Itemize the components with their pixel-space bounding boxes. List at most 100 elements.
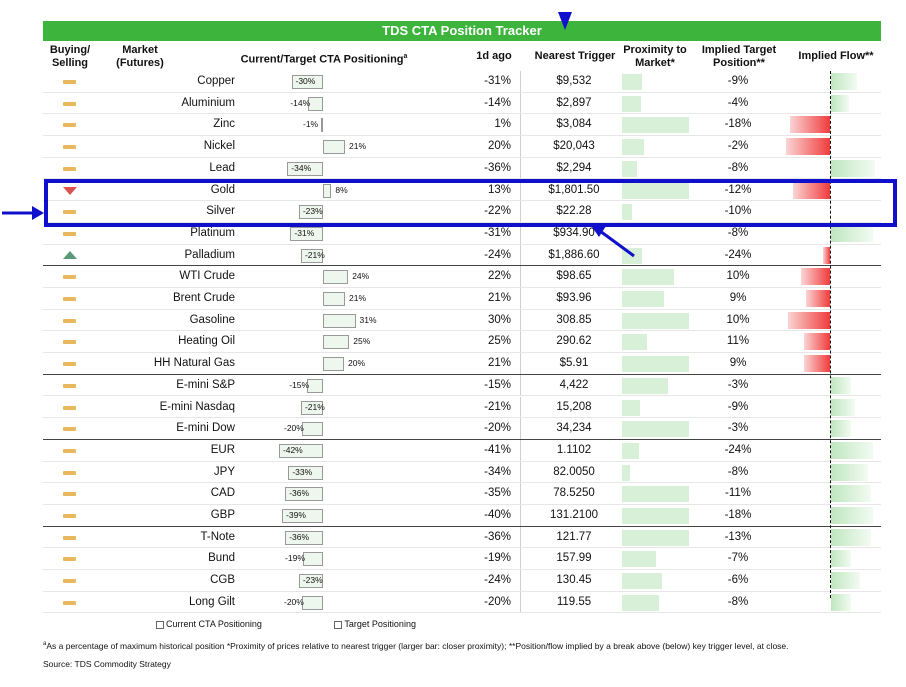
implied-target-value: -4% <box>727 96 749 109</box>
nearest-trigger-value: $20,043 <box>553 140 595 153</box>
implied-target-value: -6% <box>727 574 749 587</box>
positioning-bar <box>288 465 323 480</box>
nearest-trigger-value: $93.96 <box>556 292 592 304</box>
implied-target-value: -8% <box>727 226 749 239</box>
proximity-bar <box>622 74 643 90</box>
market-name: Zinc <box>213 118 235 131</box>
dash-icon <box>63 101 76 106</box>
implied-target-value: 10% <box>726 270 750 283</box>
proximity-bar <box>622 377 668 394</box>
nearest-trigger-value: $934.90 <box>553 226 595 239</box>
nearest-trigger-value: 130.45 <box>556 574 592 587</box>
table-row: Aluminium -14% -14% $2,897 -4% <box>43 92 881 115</box>
positioning-label: -33% <box>292 466 313 477</box>
implied-flow-bar <box>786 138 830 156</box>
implied-target-value: 9% <box>729 292 747 304</box>
dash-icon <box>63 318 76 323</box>
positioning-bar <box>300 400 323 415</box>
implied-flow-bar <box>831 441 873 459</box>
implied-flow-bar <box>792 181 830 199</box>
implied-flow-bar <box>788 311 830 329</box>
dash-icon <box>63 535 76 540</box>
dash-icon <box>63 427 76 432</box>
source-note: Source: TDS Commodity Strategy <box>43 659 171 669</box>
dash-icon <box>63 210 76 215</box>
one-day-ago-value: 25% <box>487 335 511 348</box>
implied-target-value: -8% <box>727 465 749 478</box>
positioning-bar <box>303 552 323 567</box>
positioning-label: -21% <box>304 401 325 412</box>
implied-flow-bar <box>790 116 830 134</box>
positioning-label: -23% <box>302 206 323 217</box>
market-name: EUR <box>210 443 235 456</box>
positioning-bar <box>308 96 323 111</box>
table-row: Gold 8% 13% $1,801.50 -12% <box>43 179 881 202</box>
proximity-bar <box>622 95 641 112</box>
nearest-trigger-value: 157.99 <box>556 552 592 565</box>
positioning-label: -20% <box>284 596 304 607</box>
table-row: E-mini Nasdaq -21% -21% 15,208 -9% <box>43 396 881 419</box>
proximity-bar <box>622 182 689 199</box>
table-row: Long Gilt -20% -20% 119.55 -8% <box>43 591 881 614</box>
positioning-bar <box>323 183 332 198</box>
proximity-bar <box>622 269 675 286</box>
proximity-bar <box>622 573 663 590</box>
positioning-bar <box>323 313 356 328</box>
implied-target-value: 10% <box>726 313 750 326</box>
positioning-label: 24% <box>352 271 370 282</box>
nearest-trigger-value: $22.28 <box>556 205 592 218</box>
market-name: Bund <box>208 552 235 565</box>
proximity-bar <box>622 442 639 459</box>
implied-target-value: -18% <box>724 509 752 521</box>
nearest-trigger-value: 1.1102 <box>556 443 592 456</box>
positioning-label: -42% <box>282 444 303 455</box>
triangle-down-icon <box>63 186 77 195</box>
market-name: Aluminium <box>181 96 235 109</box>
footnote: aAs a percentage of maximum historical p… <box>43 641 789 651</box>
nearest-trigger-value: $1,801.50 <box>548 183 600 196</box>
positioning-bar <box>307 378 323 393</box>
market-name: GBP <box>210 509 235 521</box>
positioning-bar <box>302 595 323 610</box>
market-name: CGB <box>210 574 235 587</box>
one-day-ago-value: 22% <box>487 270 511 283</box>
implied-target-value: -18% <box>724 118 752 131</box>
positioning-label: -14% <box>290 97 311 108</box>
table-row: E-mini S&P -15% -15% 4,422 -3% <box>43 374 881 397</box>
implied-target-value: 11% <box>726 335 750 348</box>
positioning-label: 31% <box>359 314 377 325</box>
market-name: Lead <box>209 161 235 174</box>
header-implied-flow: Implied Flow** <box>798 50 874 62</box>
positioning-label: -15% <box>289 379 310 390</box>
one-day-ago-value: -24% <box>484 574 511 587</box>
table-row: HH Natural Gas 20% 21% $5.91 9% <box>43 353 881 375</box>
implied-target-value: -24% <box>724 248 752 261</box>
positioning-bar <box>300 248 323 263</box>
market-name: Gold <box>210 183 235 196</box>
positioning-bar <box>290 226 323 241</box>
implied-flow-bar <box>831 94 849 112</box>
implied-flow-bar <box>831 376 851 394</box>
header-market: Market (Futures) <box>116 44 164 69</box>
one-day-ago-value: 30% <box>487 313 511 326</box>
dash-icon <box>63 492 76 497</box>
positioning-label: 21% <box>349 141 367 152</box>
implied-target-value: -9% <box>727 400 749 413</box>
proximity-bar <box>622 508 689 524</box>
table-row: WTI Crude 24% 22% $98.65 10% <box>43 266 881 288</box>
positioning-label: 8% <box>335 184 348 195</box>
dash-icon <box>63 145 76 150</box>
dash-icon <box>63 514 76 518</box>
implied-target-value: -3% <box>727 422 749 435</box>
dash-icon <box>63 275 76 280</box>
nearest-trigger-value: 121.77 <box>556 530 592 543</box>
implied-flow-bar <box>831 420 851 438</box>
legend-target: Target Positioning <box>334 619 416 629</box>
table-row: Copper -30% -31% $9,532 -9% <box>43 71 881 93</box>
proximity-bar <box>622 312 689 329</box>
implied-flow-bar <box>831 73 858 90</box>
dash-icon <box>63 231 76 236</box>
nearest-trigger-value: $5.91 <box>559 357 589 370</box>
dash-icon <box>63 340 76 345</box>
implied-flow-bar <box>823 246 830 264</box>
